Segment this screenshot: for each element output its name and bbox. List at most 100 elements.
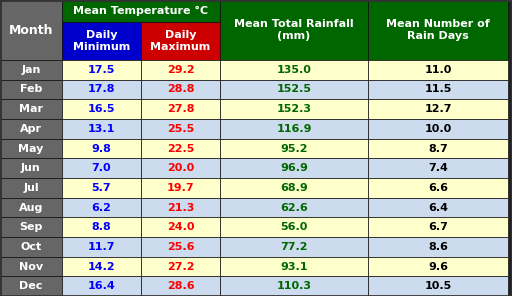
Bar <box>62 198 141 217</box>
Bar <box>368 257 508 276</box>
Text: 28.6: 28.6 <box>167 281 195 291</box>
Bar <box>141 22 220 60</box>
Text: 5.7: 5.7 <box>92 183 111 193</box>
Bar <box>141 237 220 257</box>
Text: 135.0: 135.0 <box>276 65 311 75</box>
Bar <box>62 119 141 139</box>
Bar <box>220 257 368 276</box>
Bar <box>62 0 220 22</box>
Text: Oct: Oct <box>20 242 41 252</box>
Text: 93.1: 93.1 <box>280 261 308 271</box>
Text: 9.8: 9.8 <box>92 144 112 154</box>
Bar <box>0 257 62 276</box>
Text: Jun: Jun <box>21 163 41 173</box>
Bar <box>62 60 141 80</box>
Bar <box>368 0 508 60</box>
Text: 27.8: 27.8 <box>167 104 194 114</box>
Bar <box>220 0 368 60</box>
Text: 8.8: 8.8 <box>92 222 112 232</box>
Bar <box>141 119 220 139</box>
Text: 8.7: 8.7 <box>428 144 448 154</box>
Bar <box>62 257 141 276</box>
Text: 9.6: 9.6 <box>428 261 448 271</box>
Text: Mean Number of
Rain Days: Mean Number of Rain Days <box>386 19 490 41</box>
Bar <box>220 276 368 296</box>
Text: Mean Temperature °C: Mean Temperature °C <box>73 6 208 16</box>
Bar <box>141 158 220 178</box>
Text: 7.4: 7.4 <box>428 163 448 173</box>
Text: Mean Total Rainfall
(mm): Mean Total Rainfall (mm) <box>234 19 354 41</box>
Text: 10.0: 10.0 <box>424 124 452 134</box>
Bar <box>0 178 62 198</box>
Text: Mar: Mar <box>19 104 43 114</box>
Text: 152.3: 152.3 <box>276 104 311 114</box>
Text: 13.1: 13.1 <box>88 124 115 134</box>
Bar <box>0 139 62 158</box>
Bar <box>220 99 368 119</box>
Bar <box>62 22 141 60</box>
Bar <box>141 99 220 119</box>
Text: 8.6: 8.6 <box>428 242 448 252</box>
Bar <box>0 119 62 139</box>
Bar <box>368 158 508 178</box>
Text: Jul: Jul <box>23 183 39 193</box>
Text: 25.6: 25.6 <box>167 242 194 252</box>
Text: 68.9: 68.9 <box>280 183 308 193</box>
Text: 25.5: 25.5 <box>167 124 194 134</box>
Text: 28.8: 28.8 <box>167 84 194 94</box>
Bar <box>141 198 220 217</box>
Text: 62.6: 62.6 <box>280 202 308 213</box>
Bar <box>0 99 62 119</box>
Text: 16.5: 16.5 <box>88 104 115 114</box>
Text: 77.2: 77.2 <box>280 242 308 252</box>
Text: 27.2: 27.2 <box>167 261 194 271</box>
Text: 29.2: 29.2 <box>167 65 195 75</box>
Text: 56.0: 56.0 <box>280 222 308 232</box>
Bar <box>62 99 141 119</box>
Bar <box>141 257 220 276</box>
Bar <box>220 217 368 237</box>
Text: Month: Month <box>9 23 53 36</box>
Text: 17.5: 17.5 <box>88 65 115 75</box>
Text: 22.5: 22.5 <box>167 144 194 154</box>
Text: 11.7: 11.7 <box>88 242 115 252</box>
Bar <box>141 217 220 237</box>
Text: 21.3: 21.3 <box>167 202 194 213</box>
Bar <box>141 178 220 198</box>
Bar <box>141 80 220 99</box>
Text: 7.0: 7.0 <box>92 163 111 173</box>
Text: 17.8: 17.8 <box>88 84 115 94</box>
Text: Jan: Jan <box>22 65 40 75</box>
Text: 110.3: 110.3 <box>276 281 311 291</box>
Text: 152.5: 152.5 <box>276 84 311 94</box>
Bar <box>220 237 368 257</box>
Text: 6.6: 6.6 <box>428 183 448 193</box>
Bar <box>368 217 508 237</box>
Bar <box>368 198 508 217</box>
Bar <box>220 198 368 217</box>
Text: 19.7: 19.7 <box>167 183 195 193</box>
Bar <box>368 276 508 296</box>
Text: Aug: Aug <box>19 202 43 213</box>
Bar <box>62 139 141 158</box>
Text: 12.7: 12.7 <box>424 104 452 114</box>
Bar <box>62 217 141 237</box>
Bar <box>0 198 62 217</box>
Bar <box>141 276 220 296</box>
Bar <box>62 178 141 198</box>
Bar <box>368 139 508 158</box>
Bar <box>62 158 141 178</box>
Text: 116.9: 116.9 <box>276 124 312 134</box>
Bar <box>368 99 508 119</box>
Bar <box>62 80 141 99</box>
Text: Daily
Minimum: Daily Minimum <box>73 30 130 52</box>
Text: 6.4: 6.4 <box>428 202 448 213</box>
Bar <box>141 139 220 158</box>
Text: 10.5: 10.5 <box>424 281 452 291</box>
Bar <box>0 276 62 296</box>
Bar <box>141 60 220 80</box>
Bar <box>220 139 368 158</box>
Text: 20.0: 20.0 <box>167 163 194 173</box>
Text: 11.5: 11.5 <box>424 84 452 94</box>
Text: 14.2: 14.2 <box>88 261 115 271</box>
